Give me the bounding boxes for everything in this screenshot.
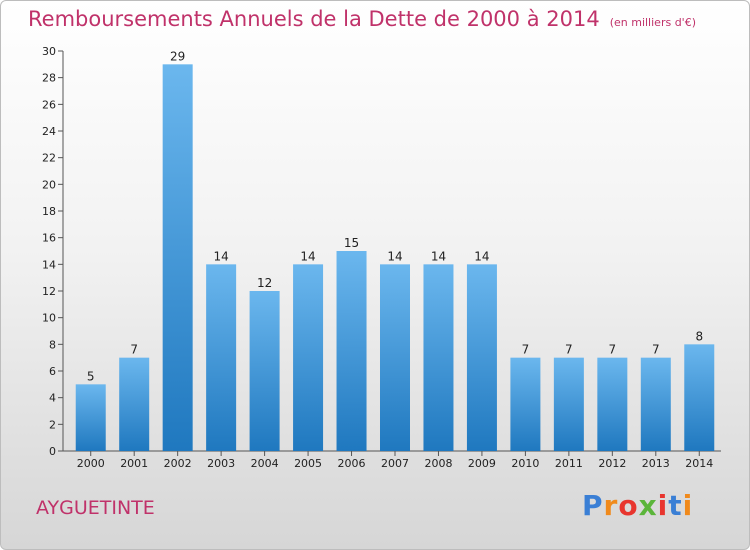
title-text: Remboursements Annuels de la Dette de 20… — [28, 7, 600, 31]
bar-2009 — [466, 264, 497, 451]
y-tick-label: 18 — [42, 205, 56, 218]
x-tick-label-2005: 2005 — [294, 457, 322, 470]
x-tick-label-2008: 2008 — [424, 457, 452, 470]
x-tick-label-2013: 2013 — [642, 457, 670, 470]
bar-2004 — [249, 291, 280, 451]
logo-letter: r — [603, 489, 619, 522]
value-label-2011: 7 — [565, 343, 573, 357]
value-label-2014: 8 — [695, 329, 703, 343]
y-tick-label: 0 — [49, 445, 56, 458]
value-label-2002: 29 — [170, 49, 185, 63]
x-tick-label-2012: 2012 — [598, 457, 626, 470]
value-label-2007: 14 — [387, 249, 402, 263]
y-tick-label: 30 — [42, 45, 56, 58]
bar-2010 — [510, 357, 541, 451]
x-tick-label-2014: 2014 — [685, 457, 713, 470]
value-label-2001: 7 — [130, 343, 138, 357]
bar-2002 — [162, 64, 193, 452]
y-tick-label: 20 — [42, 178, 56, 191]
logo-letter: t — [668, 489, 683, 522]
x-tick-label-2000: 2000 — [77, 457, 105, 470]
bar-2007 — [380, 264, 410, 451]
x-tick-label-2006: 2006 — [338, 457, 366, 470]
logo-letter: i — [657, 489, 669, 522]
bar-2006 — [336, 251, 367, 451]
value-label-2006: 15 — [344, 236, 359, 250]
value-label-2000: 5 — [87, 369, 95, 383]
x-tick-label-2007: 2007 — [381, 457, 409, 470]
x-tick-label-2011: 2011 — [555, 457, 583, 470]
value-label-2009: 14 — [474, 249, 489, 263]
y-tick-label: 6 — [49, 365, 56, 378]
bar-2008 — [423, 264, 454, 451]
x-tick-label-2009: 2009 — [468, 457, 496, 470]
y-tick-label: 22 — [42, 152, 56, 165]
x-tick-label-2001: 2001 — [120, 457, 148, 470]
value-label-2013: 7 — [652, 343, 660, 357]
y-tick-label: 24 — [42, 125, 56, 138]
y-tick-label: 28 — [42, 72, 56, 85]
y-tick-label: 26 — [42, 98, 56, 111]
place-name: AYGUETINTE — [36, 497, 155, 519]
bar-2013 — [640, 357, 671, 451]
y-tick-label: 4 — [49, 392, 56, 405]
logo-letter: o — [618, 489, 639, 522]
bar-2014 — [684, 344, 715, 451]
y-tick-label: 16 — [42, 232, 56, 245]
y-tick-label: 8 — [49, 338, 56, 351]
chart-title: Remboursements Annuels de la Dette de 20… — [28, 7, 696, 31]
x-tick-label-2002: 2002 — [164, 457, 192, 470]
bar-2000 — [75, 384, 106, 451]
bar-2001 — [119, 357, 150, 451]
x-tick-label-2010: 2010 — [511, 457, 539, 470]
logo-letter: P — [582, 489, 604, 522]
value-label-2012: 7 — [609, 343, 617, 357]
x-tick-label-2003: 2003 — [207, 457, 235, 470]
x-tick-label-2004: 2004 — [251, 457, 279, 470]
value-label-2004: 12 — [257, 276, 272, 290]
value-label-2008: 14 — [431, 249, 446, 263]
value-label-2005: 14 — [300, 249, 315, 263]
bar-2003 — [206, 264, 237, 451]
y-tick-label: 2 — [49, 418, 56, 431]
value-label-2010: 7 — [522, 343, 530, 357]
chart-subtitle: (en milliers d'€) — [609, 16, 696, 29]
logo-letter: i — [682, 489, 694, 522]
y-tick-label: 10 — [42, 312, 56, 325]
bar-2012 — [597, 357, 628, 451]
bar-2005 — [293, 264, 324, 451]
y-tick-label: 14 — [42, 258, 56, 271]
proxiti-logo[interactable]: Proxiti — [582, 489, 693, 522]
logo-letter: x — [638, 489, 658, 522]
value-label-2003: 14 — [213, 249, 228, 263]
bar-2011 — [553, 357, 584, 451]
y-tick-label: 12 — [42, 285, 56, 298]
